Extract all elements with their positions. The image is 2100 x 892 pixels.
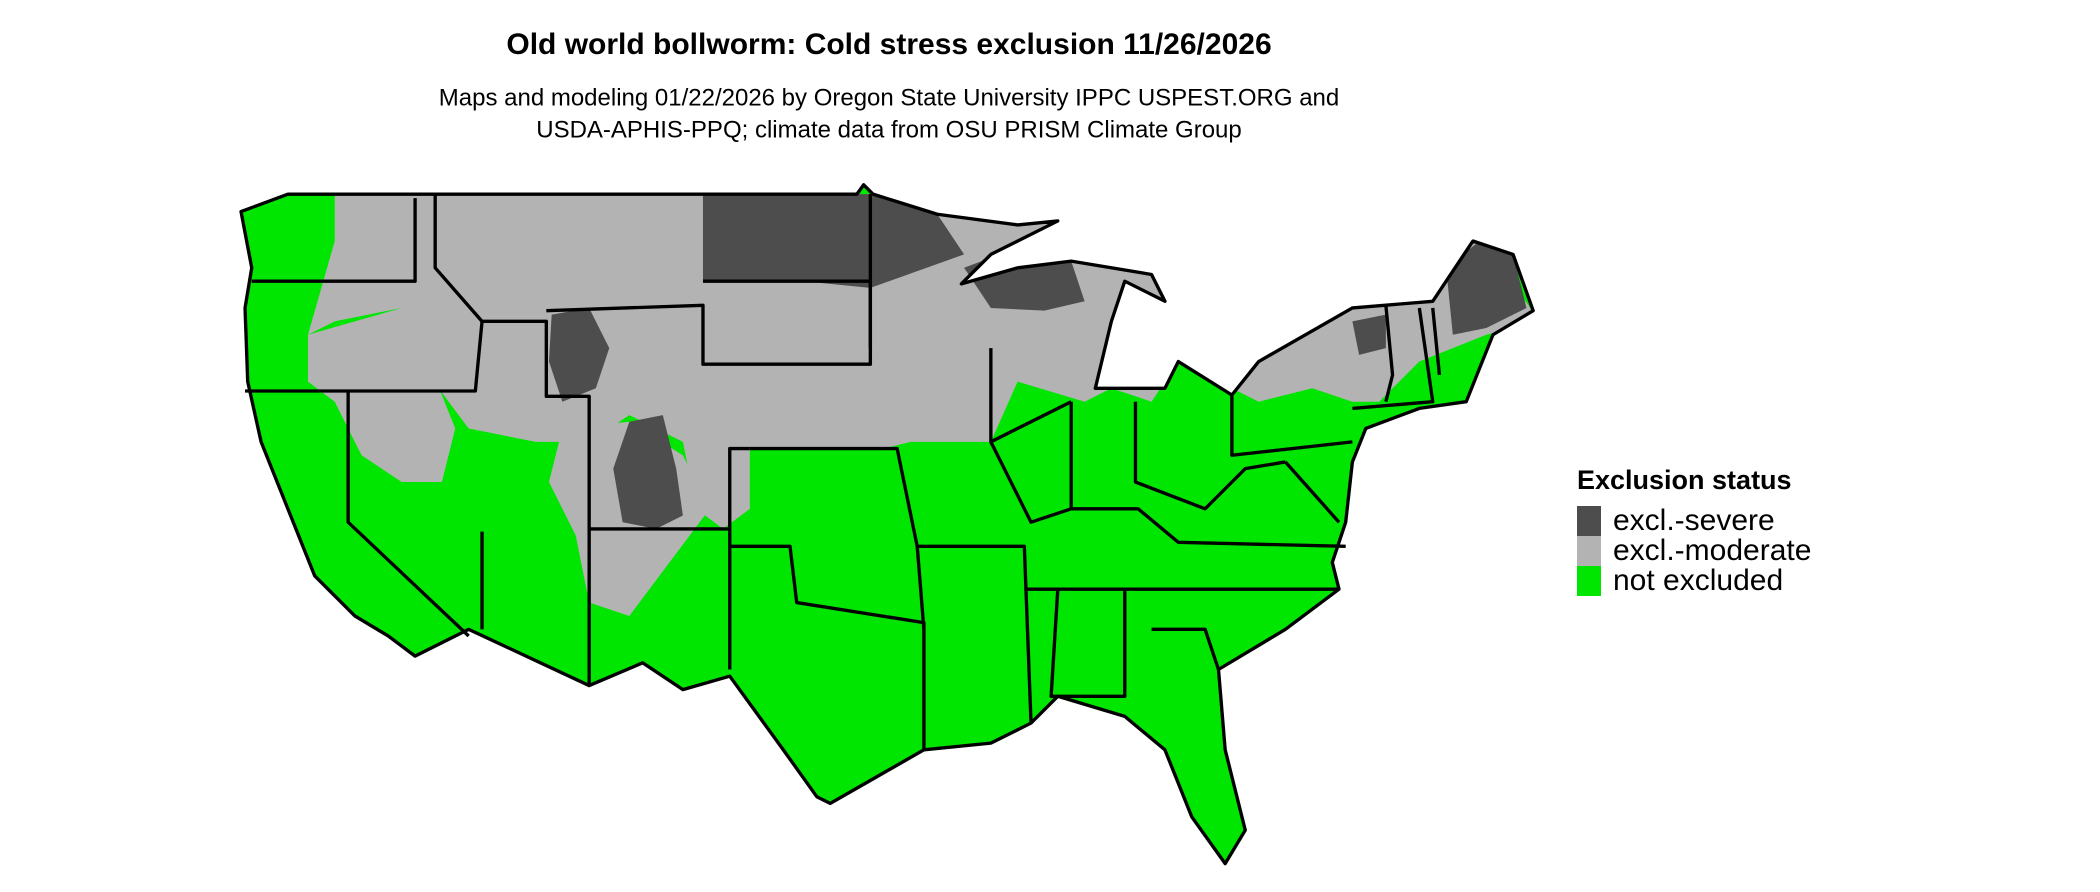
region-severe	[1446, 241, 1527, 335]
region-moderate	[307, 307, 456, 483]
region-severe	[1352, 314, 1386, 355]
subtitle: USDA-APHIS-PPQ; climate data from OSU PR…	[536, 116, 1242, 143]
legend-key	[1577, 506, 1601, 536]
legend-title: Exclusion status	[1577, 465, 1792, 495]
legend-key	[1577, 536, 1601, 566]
region-severe	[613, 415, 683, 529]
region-severe	[702, 194, 965, 288]
state-borders	[245, 194, 1442, 750]
legend-label: excl.-severe	[1613, 504, 1775, 537]
legend-label: not excluded	[1613, 564, 1783, 597]
legend-label: excl.-moderate	[1613, 534, 1811, 567]
map-title: Old world bollworm: Cold stress exclusio…	[506, 28, 1271, 61]
region-severe	[548, 307, 610, 402]
legend-key	[1577, 566, 1601, 596]
subtitle: Maps and modeling 01/22/2026 by Oregon S…	[439, 84, 1339, 111]
